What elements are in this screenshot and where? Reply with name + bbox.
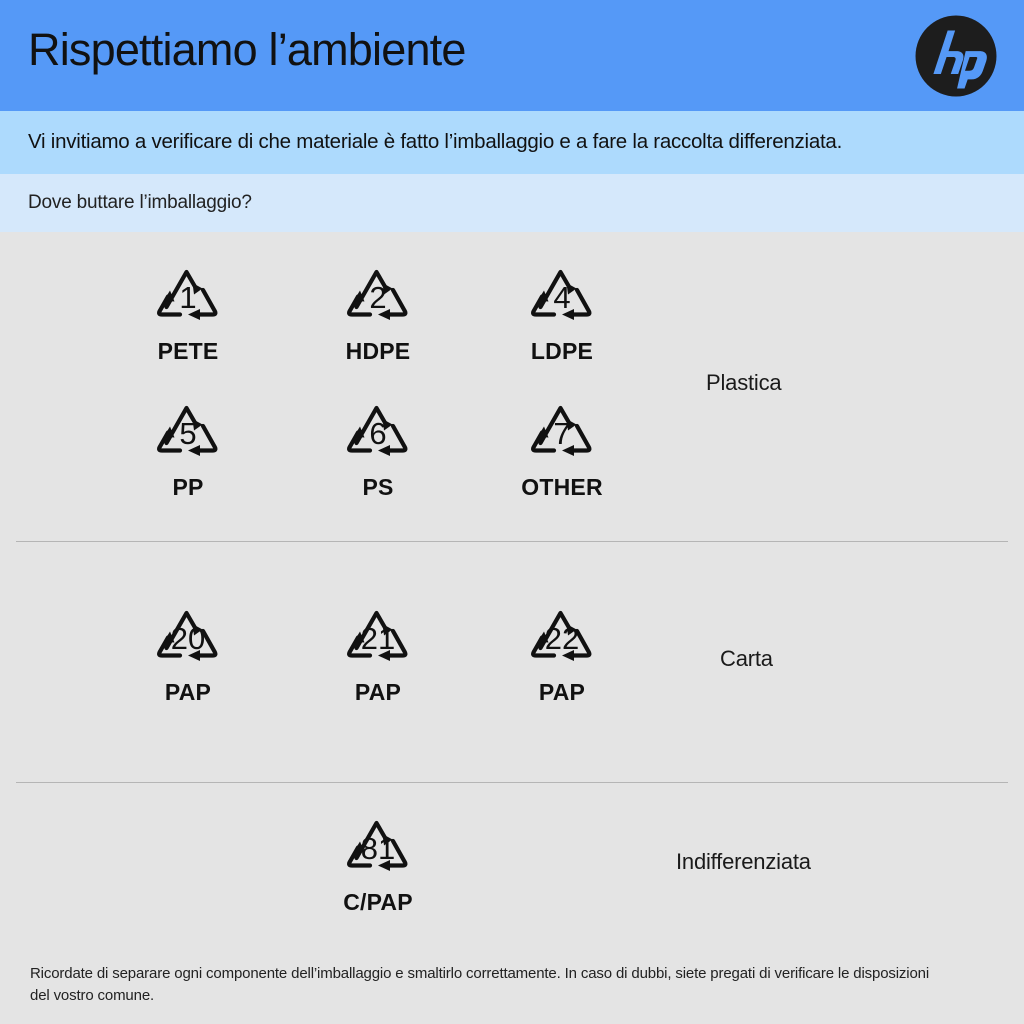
symbol-label: PP <box>172 474 204 500</box>
recycling-symbol-cpap-81: 81 C/PAP <box>298 795 458 916</box>
recycling-symbol-pap-22: 22 PAP <box>482 585 642 706</box>
content-area: 1 PETE 2 <box>0 232 1024 1024</box>
category-label-plastica: Plastica <box>706 370 782 395</box>
question-text: Dove buttare l’imballaggio? <box>28 192 252 213</box>
symbol-label: OTHER <box>521 474 603 500</box>
symbol-label: PS <box>362 474 394 500</box>
symbol-code: 81 <box>361 831 395 866</box>
symbol-code: 6 <box>369 416 386 451</box>
symbol-code: 1 <box>179 280 196 315</box>
mobius-loop-icon: 7 <box>506 380 618 472</box>
symbol-label: LDPE <box>530 338 594 364</box>
mobius-loop-icon: 1 <box>132 244 244 336</box>
section-divider-plastica-carta <box>16 541 1008 542</box>
recycling-symbol-pap-20: 20 PAP <box>108 585 268 706</box>
category-label-indifferenziata: Indifferenziata <box>676 849 811 874</box>
symbol-code: 4 <box>553 280 570 315</box>
footer-note: Ricordate di separare ogni componente de… <box>30 965 930 1004</box>
recycling-symbol-other: 7 OTHER <box>482 380 642 501</box>
symbol-code: 20 <box>171 621 205 656</box>
symbol-code: 22 <box>545 621 579 656</box>
symbol-code: 7 <box>553 416 570 451</box>
hp-logo <box>912 12 1000 100</box>
mobius-loop-icon: 2 <box>322 244 434 336</box>
mobius-loop-icon: 22 <box>506 585 618 677</box>
mobius-loop-icon: 20 <box>132 585 244 677</box>
category-label-carta: Carta <box>720 646 773 671</box>
question-band: Dove buttare l’imballaggio? <box>0 174 1024 232</box>
subtitle-band: Vi invitiamo a verificare di che materia… <box>0 111 1024 174</box>
mobius-loop-icon: 4 <box>506 244 618 336</box>
mobius-loop-icon: 6 <box>322 380 434 472</box>
symbol-code: 21 <box>361 621 395 656</box>
recycling-symbol-ldpe: 4 LDPE <box>482 244 642 365</box>
symbol-code: 5 <box>179 416 196 451</box>
page-title: Rispettiamo l’ambiente <box>28 24 466 75</box>
recycling-symbol-hdpe: 2 HDPE <box>298 244 458 365</box>
mobius-loop-icon: 21 <box>322 585 434 677</box>
header-band: Rispettiamo l’ambiente <box>0 0 1024 111</box>
recycling-symbol-pp: 5 PP <box>108 380 268 501</box>
symbol-code: 2 <box>369 280 386 315</box>
mobius-loop-icon: 5 <box>132 380 244 472</box>
recycling-symbol-pap-21: 21 PAP <box>298 585 458 706</box>
mobius-loop-icon: 81 <box>322 795 434 887</box>
symbol-label: PAP <box>164 679 212 705</box>
subtitle-text: Vi invitiamo a verificare di che materia… <box>28 130 843 153</box>
recycling-symbol-pete: 1 PETE <box>108 244 268 365</box>
symbol-label: PETE <box>157 338 219 364</box>
recycling-symbol-ps: 6 PS <box>298 380 458 501</box>
symbol-label: PAP <box>354 679 402 705</box>
symbol-label: C/PAP <box>343 889 413 915</box>
symbol-label: HDPE <box>345 338 411 364</box>
symbol-label: PAP <box>538 679 586 705</box>
section-divider-carta-indifferenziata <box>16 782 1008 783</box>
